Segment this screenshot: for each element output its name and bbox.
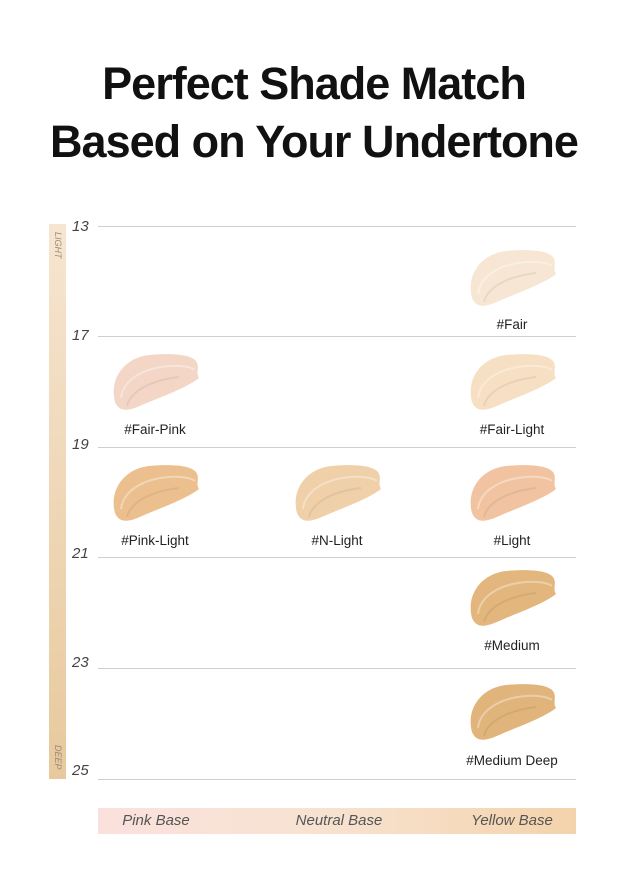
level-label: 25 (72, 762, 89, 779)
shade-swatch-pink-light (109, 461, 201, 527)
shade-swatch-medium-deep (466, 680, 558, 746)
neutral-base-label: Neutral Base (295, 812, 383, 829)
shade-swatch-light (466, 461, 558, 527)
level-label: 21 (72, 545, 89, 562)
shade-swatch-medium (466, 566, 558, 632)
gridline (98, 668, 576, 669)
yellow-base-label: Yellow Base (471, 812, 553, 829)
gridline (98, 226, 576, 227)
pink-base-label: Pink Base (122, 812, 190, 829)
gridline (98, 447, 576, 448)
gridline (98, 779, 576, 780)
shade-label-fair-light: #Fair-Light (479, 422, 545, 437)
shade-label-n-light: #N-Light (311, 533, 363, 548)
deep-label: DEEP (53, 745, 63, 770)
title-line-2: Based on Your Undertone (50, 116, 579, 167)
level-label: 17 (72, 327, 89, 344)
light-label: LIGHT (53, 232, 63, 259)
shade-label-pink-light: #Pink-Light (121, 533, 189, 548)
gridline (98, 336, 576, 337)
shade-label-medium: #Medium (484, 638, 540, 653)
shade-label-fair-pink: #Fair-Pink (124, 422, 186, 437)
shade-label-medium-deep: #Medium Deep (466, 753, 558, 768)
shade-label-light: #Light (493, 533, 531, 548)
level-label: 19 (72, 436, 89, 453)
undertone-base-bar (98, 808, 576, 834)
shade-swatch-fair-light (466, 350, 558, 416)
shade-swatch-fair-pink (109, 350, 201, 416)
level-label: 13 (72, 218, 89, 235)
light-deep-scale-bar (49, 224, 66, 779)
gridline (98, 557, 576, 558)
shade-label-fair: #Fair (496, 317, 528, 332)
shade-swatch-n-light (291, 461, 383, 527)
shade-swatch-fair (466, 246, 558, 312)
level-label: 23 (72, 654, 89, 671)
title-line-1: Perfect Shade Match (102, 58, 527, 109)
